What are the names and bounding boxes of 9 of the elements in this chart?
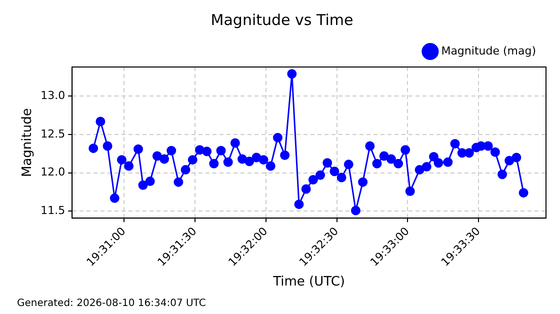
y-tick-label: 12.5 bbox=[40, 127, 66, 140]
y-tick-label: 11.5 bbox=[40, 204, 66, 218]
x-axis-title: Time (UTC) bbox=[272, 274, 345, 290]
y-tick-label: 13.0 bbox=[40, 89, 66, 102]
chart-title: Magnitude vs Time bbox=[210, 10, 354, 29]
legend-label: Magnitude (mag) bbox=[441, 44, 536, 58]
y-axis-title: Magnitude bbox=[20, 108, 36, 178]
text: Generated: 2026-08-10 16:34:07 UTC bbox=[17, 298, 206, 309]
y-tick-label: 12.0 bbox=[40, 166, 66, 179]
